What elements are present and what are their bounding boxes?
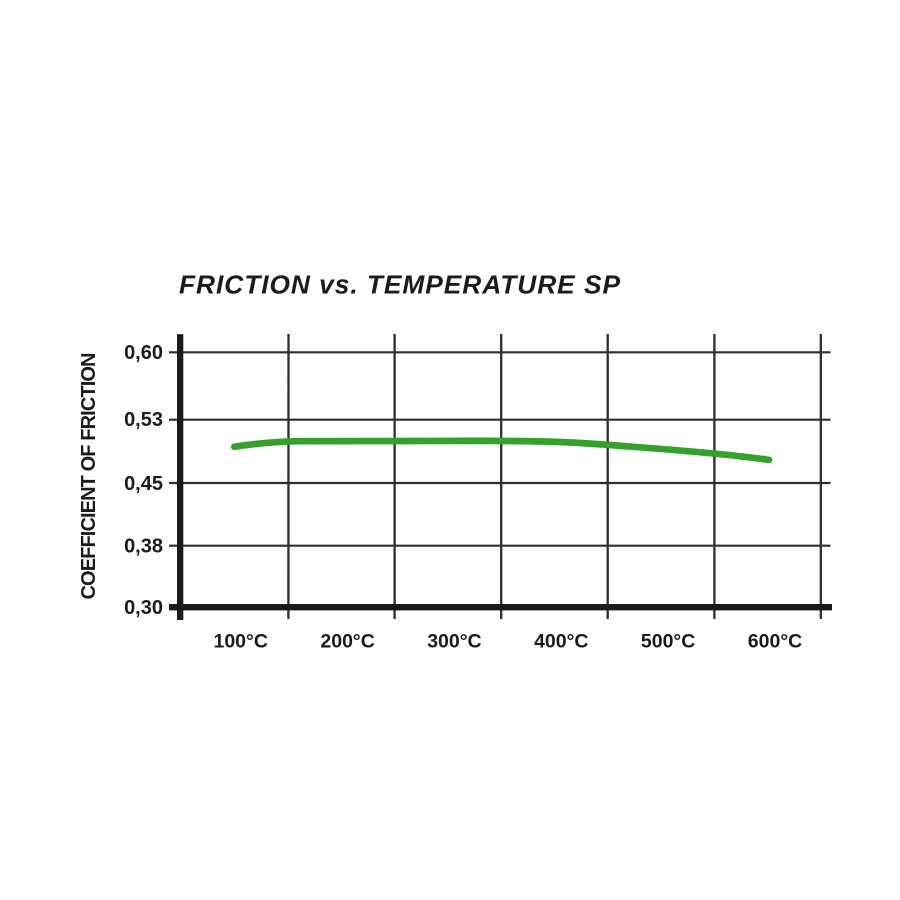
svg-text:200°C: 200°C: [320, 630, 374, 652]
svg-text:600°C: 600°C: [748, 630, 802, 652]
svg-text:0,53: 0,53: [124, 409, 163, 431]
svg-text:COEFFICIENT OF FRICTION: COEFFICIENT OF FRICTION: [78, 353, 100, 600]
svg-text:0,30: 0,30: [124, 597, 163, 619]
svg-text:FRICTION vs. TEMPERATURE SP: FRICTION vs. TEMPERATURE SP: [179, 270, 620, 300]
svg-text:400°C: 400°C: [534, 630, 588, 652]
svg-text:0,45: 0,45: [124, 473, 163, 495]
svg-text:500°C: 500°C: [641, 630, 695, 652]
svg-text:300°C: 300°C: [427, 630, 481, 652]
svg-text:0,38: 0,38: [124, 536, 163, 558]
svg-text:100°C: 100°C: [213, 630, 267, 652]
svg-text:0,60: 0,60: [124, 342, 163, 364]
